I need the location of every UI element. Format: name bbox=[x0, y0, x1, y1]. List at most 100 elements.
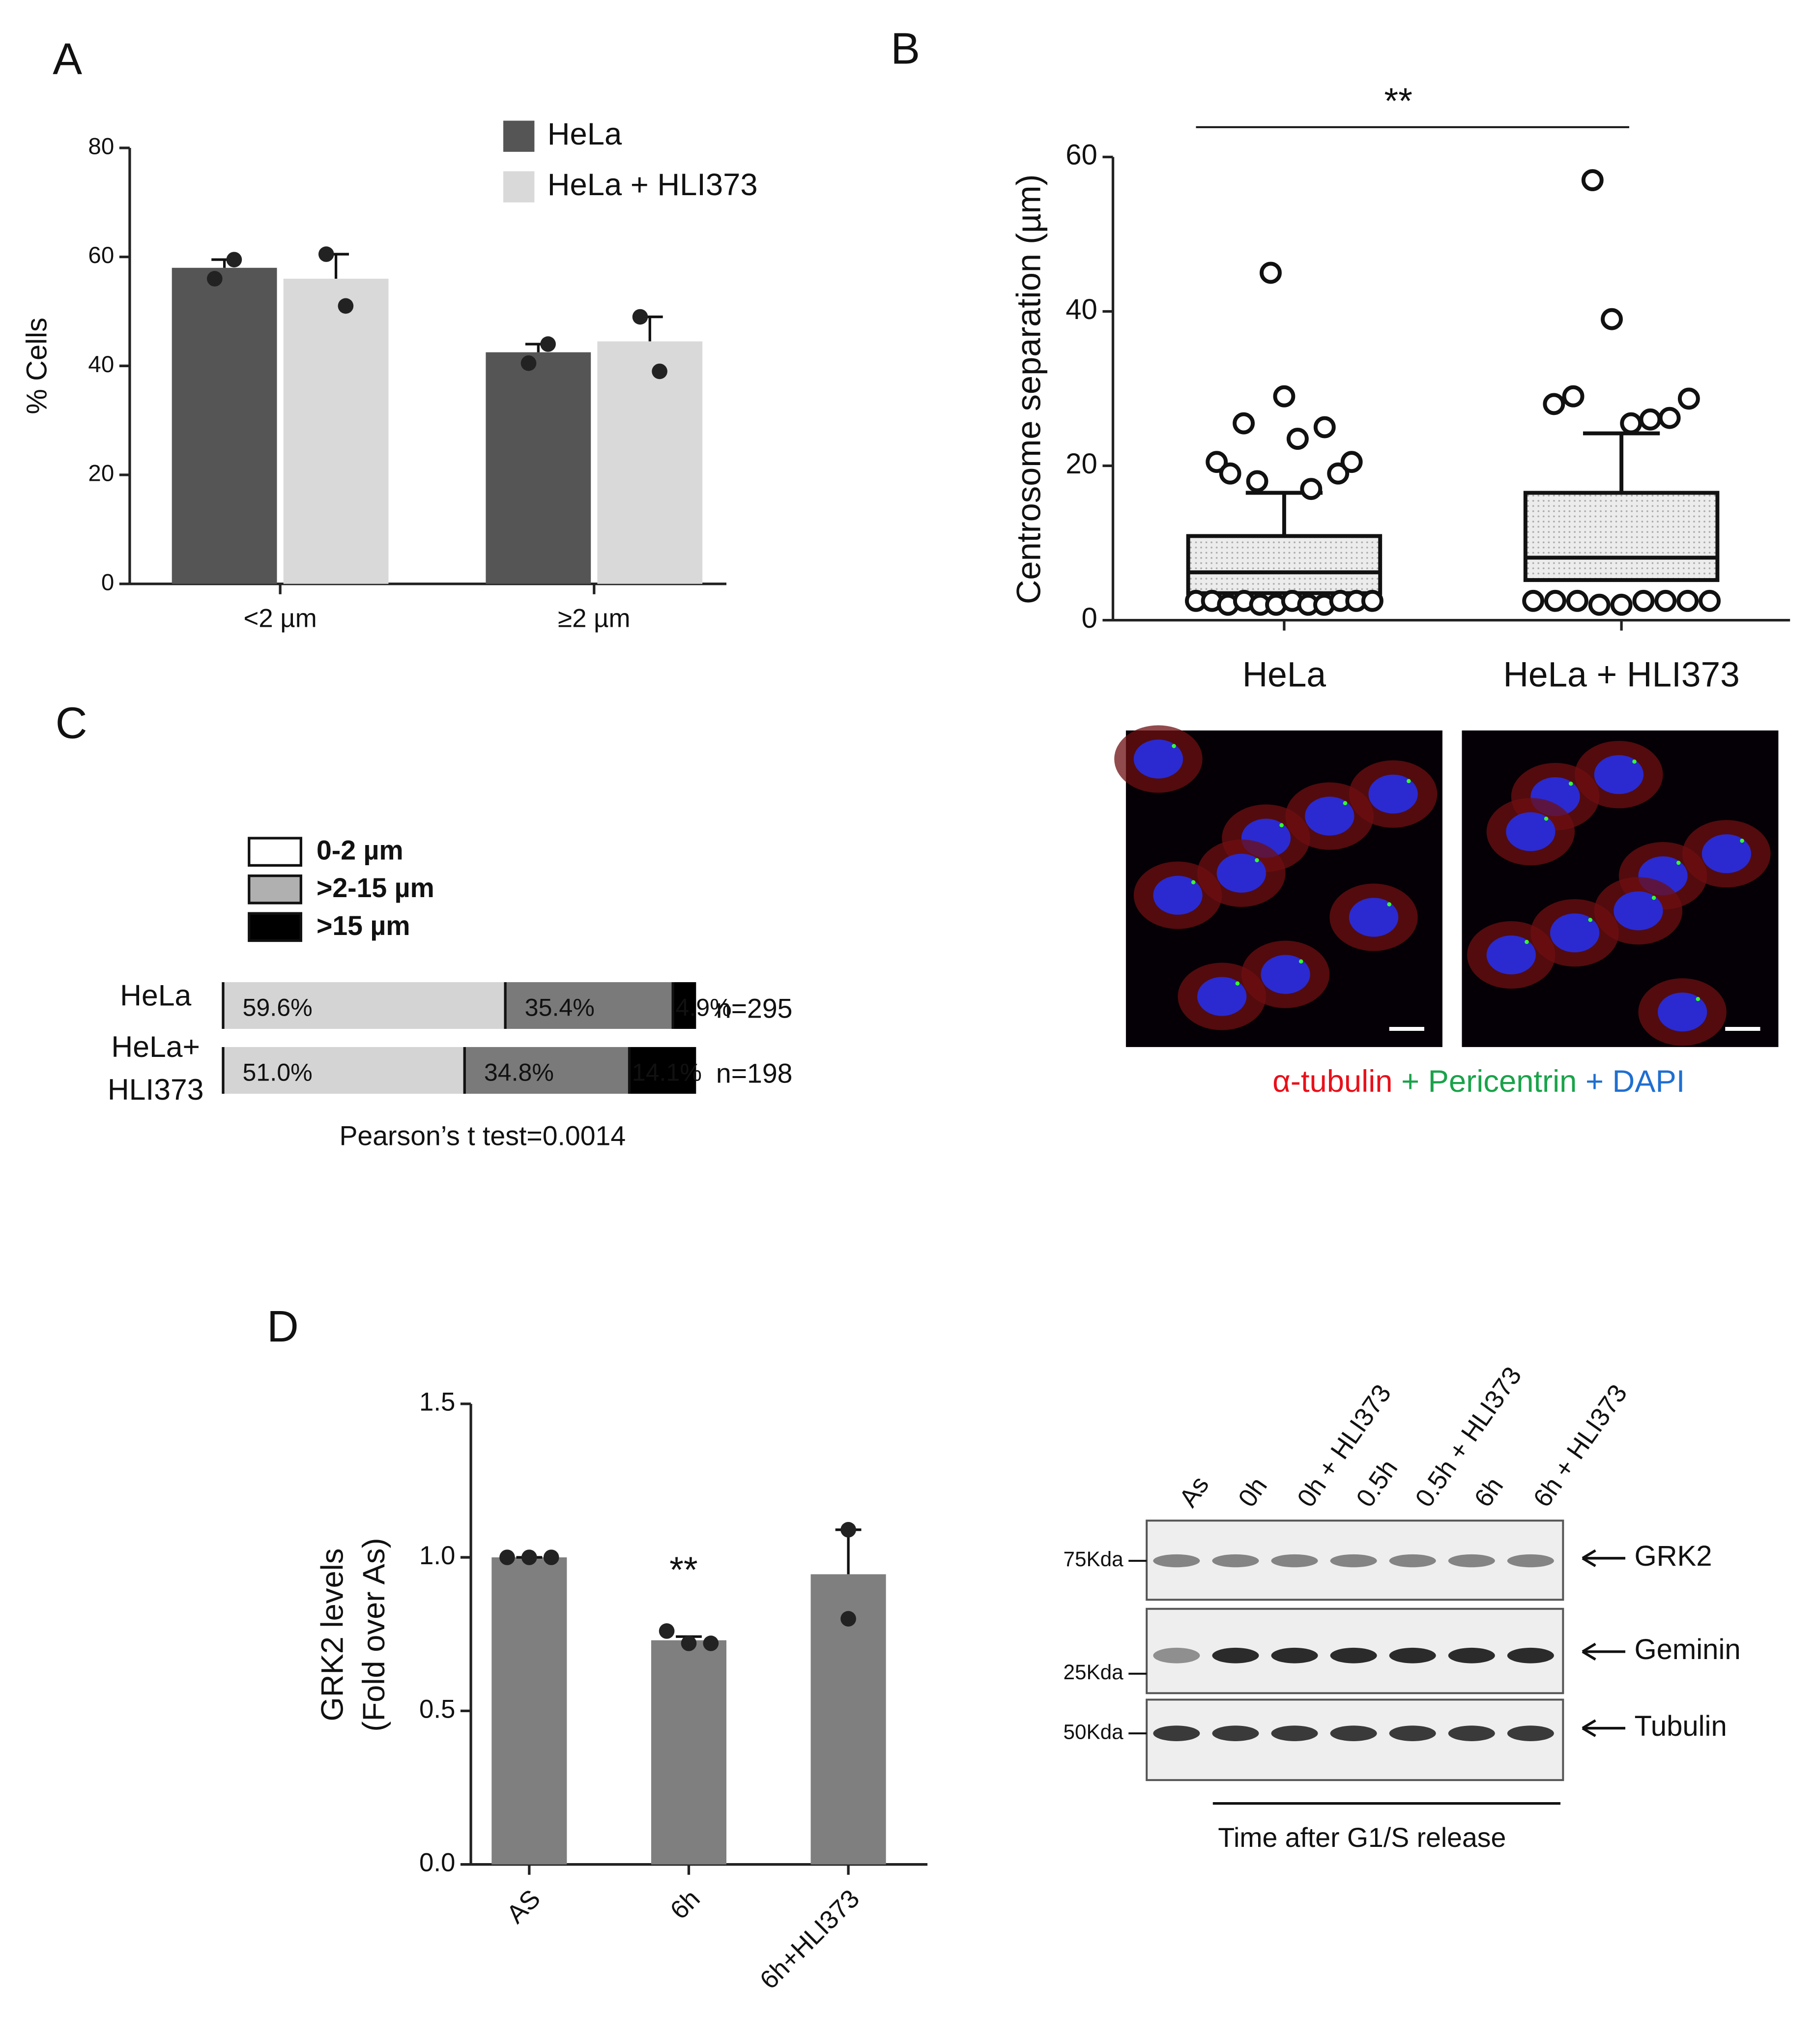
nucleus bbox=[1701, 834, 1752, 874]
bar bbox=[597, 341, 703, 584]
legend-label: 0-2 µm bbox=[317, 835, 404, 866]
outlier bbox=[1286, 428, 1309, 450]
y-tick-label: 40 bbox=[88, 351, 114, 378]
centrosome bbox=[1343, 801, 1348, 805]
marker-label: 25Kda bbox=[1064, 1661, 1124, 1684]
bar bbox=[491, 1557, 567, 1865]
centrosome bbox=[1407, 779, 1411, 784]
n-label: n=198 bbox=[716, 1058, 793, 1089]
panel-label: D bbox=[267, 1302, 299, 1351]
outlier bbox=[1620, 412, 1643, 435]
centrosome bbox=[1172, 744, 1176, 748]
centrosome bbox=[1632, 759, 1637, 764]
band bbox=[1330, 1647, 1377, 1664]
centrosome bbox=[1279, 823, 1284, 827]
outlier bbox=[1300, 478, 1323, 500]
blot-membrane bbox=[1146, 1607, 1564, 1694]
y-axis-label: Centrosome separation (µm) bbox=[1009, 175, 1047, 605]
protein-label: Tubulin bbox=[1634, 1710, 1727, 1742]
data-point bbox=[521, 1549, 537, 1565]
centrosome bbox=[1298, 959, 1303, 964]
data-point bbox=[652, 363, 667, 380]
legend-label: HeLa + HLI373 bbox=[548, 168, 758, 202]
outlier bbox=[1273, 385, 1296, 408]
outlier bbox=[1658, 407, 1681, 429]
box bbox=[1523, 491, 1720, 582]
band bbox=[1389, 1647, 1436, 1664]
outlier bbox=[1639, 408, 1662, 431]
bar bbox=[172, 267, 277, 584]
outlier bbox=[1233, 412, 1255, 435]
band bbox=[1271, 1647, 1318, 1664]
outlier bbox=[1543, 393, 1565, 415]
legend-label: HeLa bbox=[548, 117, 622, 151]
outlier bbox=[1522, 589, 1545, 612]
value-label: 4.9% bbox=[675, 994, 731, 1022]
arrow-head bbox=[1582, 1549, 1596, 1567]
bar bbox=[651, 1640, 726, 1865]
y-tick-label: 60 bbox=[88, 242, 114, 268]
lane-label: 0.5h + HLI373 bbox=[1410, 1362, 1527, 1513]
y-tick-label: 20 bbox=[1066, 448, 1097, 480]
y-axis-label: GRK2 levels bbox=[316, 1548, 350, 1722]
legend-label: >15 µm bbox=[317, 910, 410, 941]
centrosome bbox=[1544, 817, 1549, 821]
nucleus bbox=[1614, 891, 1663, 931]
significance: ** bbox=[1384, 81, 1412, 121]
band bbox=[1212, 1554, 1259, 1568]
nucleus bbox=[1594, 755, 1643, 794]
y-tick-label: 80 bbox=[88, 133, 114, 159]
data-point bbox=[840, 1611, 856, 1627]
x-tick-label: 6h+HLI373 bbox=[754, 1884, 865, 1995]
centrosome bbox=[1651, 896, 1656, 900]
legend-swatch bbox=[503, 171, 535, 203]
centrosome bbox=[1387, 902, 1391, 906]
data-point bbox=[681, 1635, 697, 1651]
band bbox=[1389, 1554, 1436, 1568]
caption-part: + Pericentrin bbox=[1393, 1064, 1577, 1099]
box bbox=[1186, 534, 1383, 595]
band bbox=[1507, 1554, 1554, 1568]
micrograph bbox=[1462, 730, 1779, 1047]
outlier bbox=[1677, 387, 1700, 410]
bar bbox=[486, 352, 591, 584]
outlier bbox=[1610, 593, 1633, 616]
outlier bbox=[1699, 589, 1721, 612]
y-tick-label: 40 bbox=[1066, 293, 1097, 325]
bar-segment bbox=[464, 1047, 630, 1094]
stat-note: Pearson’s t test=0.0014 bbox=[339, 1120, 626, 1151]
value-label: 59.6% bbox=[243, 994, 313, 1022]
y-tick-label: 20 bbox=[88, 461, 114, 487]
micrograph bbox=[1114, 725, 1442, 1047]
category-label: HeLa+ bbox=[111, 1030, 200, 1063]
legend-swatch bbox=[503, 120, 535, 152]
bar-segment bbox=[673, 982, 696, 1029]
marker-label: 75Kda bbox=[1064, 1548, 1124, 1571]
x-tick-label: HeLa bbox=[1242, 655, 1326, 695]
band bbox=[1330, 1554, 1377, 1568]
centrosome bbox=[1676, 860, 1681, 865]
arrow-head bbox=[1582, 1642, 1596, 1661]
outlier bbox=[1219, 462, 1241, 485]
nucleus bbox=[1658, 993, 1707, 1032]
y-tick-label: 0 bbox=[1082, 602, 1097, 634]
lane-label: As bbox=[1174, 1471, 1215, 1512]
protein-label: GRK2 bbox=[1634, 1540, 1712, 1572]
band bbox=[1330, 1725, 1377, 1741]
nucleus bbox=[1261, 955, 1310, 994]
y-axis-label: (Fold over As) bbox=[357, 1538, 391, 1731]
caption-part: α-tubulin bbox=[1272, 1064, 1392, 1099]
x-tick-label: <2 µm bbox=[243, 604, 317, 633]
band bbox=[1271, 1554, 1318, 1568]
outlier bbox=[1601, 308, 1623, 330]
category-label: HeLa bbox=[120, 979, 191, 1012]
outlier bbox=[1632, 589, 1655, 612]
band bbox=[1448, 1725, 1495, 1741]
centrosome bbox=[1525, 939, 1529, 944]
bar-segment bbox=[629, 1047, 696, 1094]
value-label: 51.0% bbox=[243, 1059, 313, 1086]
bar-segment bbox=[223, 1047, 465, 1094]
band bbox=[1212, 1725, 1259, 1741]
band bbox=[1271, 1725, 1318, 1741]
band bbox=[1448, 1554, 1495, 1568]
